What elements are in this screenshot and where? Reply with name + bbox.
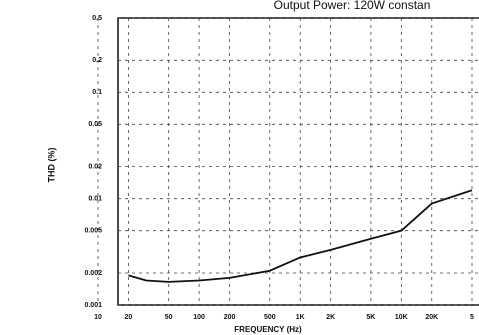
y-tick-label: 0.05	[88, 121, 102, 128]
x-tick-label: 10	[94, 314, 102, 321]
x-tick-label: 100	[193, 314, 205, 321]
y-tick-label: 0.001	[84, 302, 102, 309]
y-tick-label: 0.1	[92, 89, 102, 96]
x-axis-label: FREQUENCY (Hz)	[234, 325, 302, 334]
x-tick-label: 10K	[395, 314, 408, 321]
y-tick-label: 0.005	[84, 228, 102, 235]
x-tick-label: 5K	[366, 314, 375, 321]
x-tick-label: 20K	[425, 314, 438, 321]
x-tick-label: 200	[224, 314, 236, 321]
x-tick-label: 1K	[296, 314, 305, 321]
x-tick-label: 500	[264, 314, 276, 321]
y-tick-label: 0.2	[92, 57, 102, 64]
y-axis-label: THD (%)	[46, 148, 56, 183]
y-tick-label: 0.02	[88, 163, 102, 170]
y-tick-label: 0.5	[92, 15, 102, 22]
y-tick-label: 0.01	[88, 196, 102, 203]
y-tick-label: 0.002	[84, 270, 102, 277]
plot-frame	[117, 17, 479, 306]
x-tick-label: 5	[470, 314, 474, 321]
data-line	[128, 189, 473, 283]
x-tick-label: 20	[125, 314, 133, 321]
chart-title: Output Power: 120W constan	[274, 0, 431, 12]
x-tick-label: 50	[165, 314, 173, 321]
x-tick-label: 2K	[326, 314, 335, 321]
